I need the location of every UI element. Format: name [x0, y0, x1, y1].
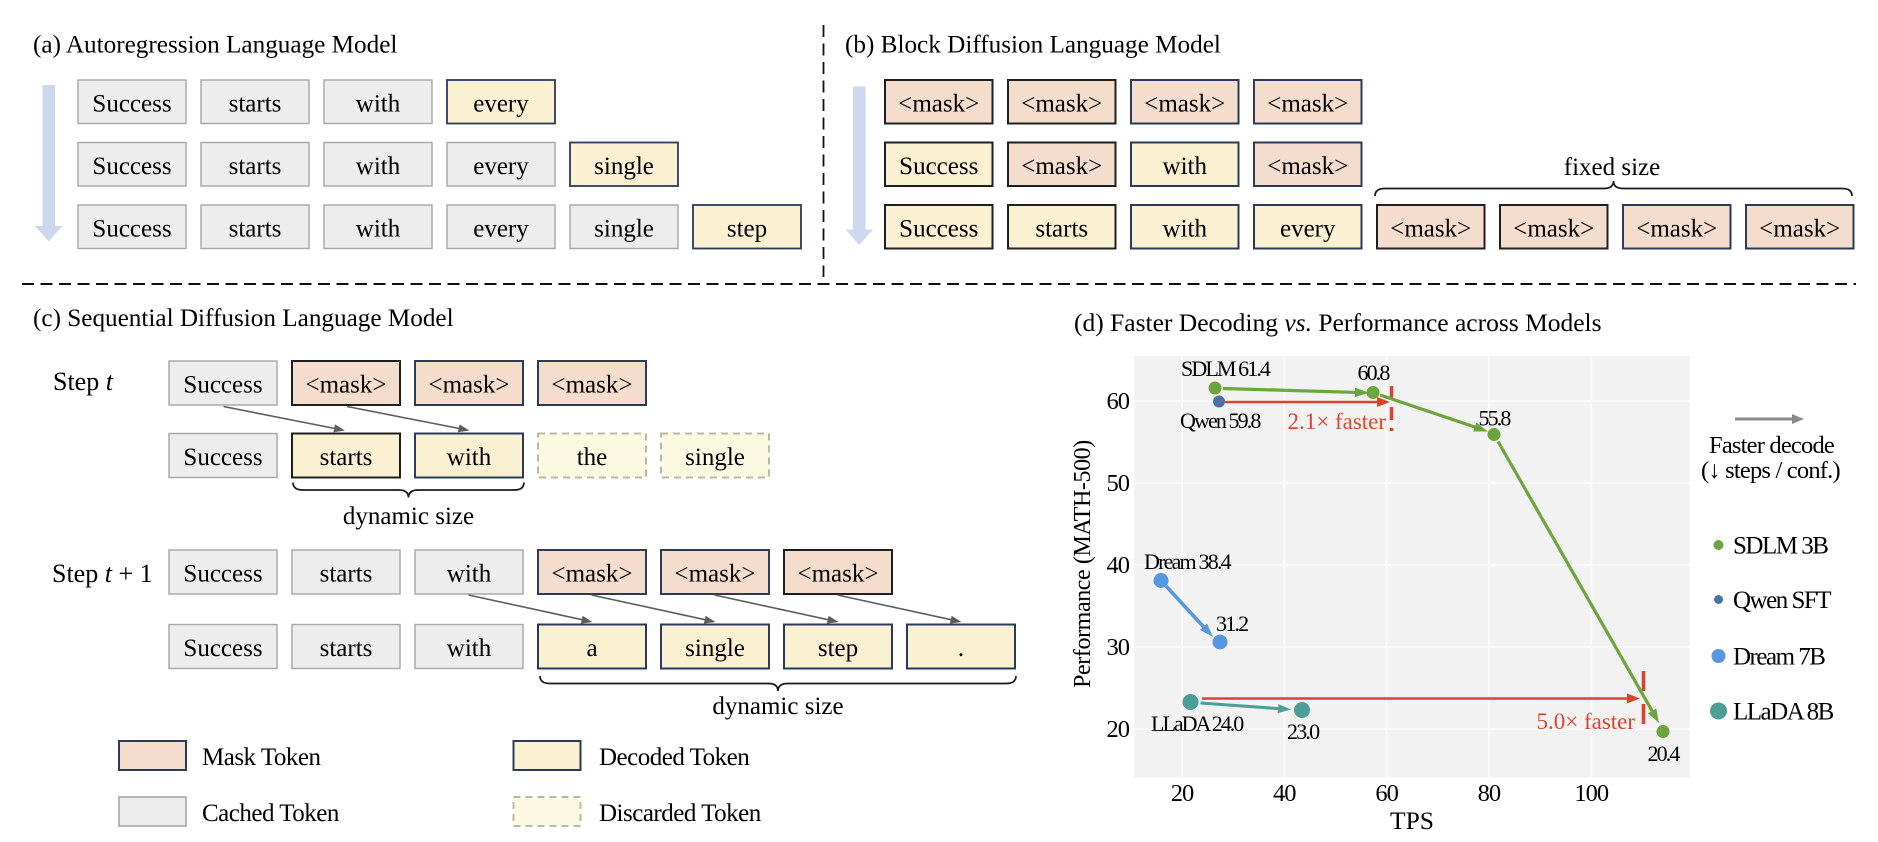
- svg-text:<mask>: <mask>: [898, 90, 979, 117]
- svg-text:<mask>: <mask>: [675, 561, 756, 588]
- svg-text:every: every: [1280, 215, 1336, 242]
- svg-text:starts: starts: [320, 635, 373, 662]
- svg-text:Step t + 1: Step t + 1: [52, 559, 153, 588]
- svg-text:starts: starts: [320, 444, 373, 471]
- svg-text:5.0× faster: 5.0× faster: [1537, 709, 1636, 734]
- svg-text:with: with: [1163, 153, 1208, 180]
- svg-text:Decoded Token: Decoded Token: [599, 744, 750, 771]
- svg-text:<mask>: <mask>: [1021, 153, 1102, 180]
- svg-text:Success: Success: [92, 215, 171, 242]
- svg-text:<mask>: <mask>: [306, 372, 387, 399]
- svg-text:Success: Success: [899, 153, 978, 180]
- svg-text:Dream 7B: Dream 7B: [1733, 644, 1825, 671]
- svg-text:Discarded Token: Discarded Token: [599, 800, 762, 827]
- svg-text:LLaDA 24.0: LLaDA 24.0: [1151, 711, 1244, 736]
- svg-text:SDLM 3B: SDLM 3B: [1733, 533, 1828, 560]
- svg-text:<mask>: <mask>: [1636, 215, 1717, 242]
- svg-text:Success: Success: [899, 215, 978, 242]
- svg-text:single: single: [594, 215, 654, 242]
- svg-text:single: single: [685, 635, 745, 662]
- svg-text:(a) Autoregression Language Mo: (a) Autoregression Language Model: [33, 32, 397, 59]
- svg-text:20.4: 20.4: [1648, 741, 1681, 766]
- svg-text:dynamic size: dynamic size: [343, 503, 474, 530]
- svg-text:23.0: 23.0: [1287, 719, 1320, 744]
- svg-text:(c) Sequential Diffusion Langu: (c) Sequential Diffusion Language Model: [33, 305, 454, 332]
- svg-text:Step t: Step t: [53, 367, 114, 396]
- svg-text:starts: starts: [229, 90, 282, 117]
- svg-text:60: 60: [1375, 780, 1398, 807]
- svg-text:step: step: [818, 635, 858, 662]
- svg-text:LLaDA 8B: LLaDA 8B: [1733, 699, 1834, 726]
- svg-text:dynamic size: dynamic size: [712, 693, 843, 720]
- svg-text:2.1× faster: 2.1× faster: [1288, 409, 1387, 434]
- svg-text:the: the: [577, 444, 608, 471]
- svg-text:step: step: [727, 215, 767, 242]
- svg-text:60: 60: [1107, 388, 1130, 415]
- svg-text:40: 40: [1273, 780, 1296, 807]
- svg-text:Success: Success: [92, 153, 171, 180]
- svg-text:with: with: [1163, 215, 1208, 242]
- svg-text:single: single: [594, 153, 654, 180]
- svg-text:starts: starts: [1035, 215, 1088, 242]
- svg-text:<mask>: <mask>: [798, 561, 879, 588]
- svg-text:100: 100: [1574, 780, 1609, 807]
- svg-text:with: with: [447, 635, 492, 662]
- svg-text:55.8: 55.8: [1479, 406, 1512, 431]
- svg-text:single: single: [685, 444, 745, 471]
- svg-text:starts: starts: [229, 153, 282, 180]
- svg-text:<mask>: <mask>: [552, 372, 633, 399]
- svg-text:<mask>: <mask>: [1759, 215, 1840, 242]
- svg-text:with: with: [356, 90, 401, 117]
- svg-text:50: 50: [1107, 470, 1130, 497]
- svg-text:with: with: [447, 561, 492, 588]
- svg-text:with: with: [356, 215, 401, 242]
- svg-text:every: every: [473, 153, 529, 180]
- svg-text:Mask Token: Mask Token: [202, 744, 321, 771]
- svg-text:<mask>: <mask>: [1021, 90, 1102, 117]
- svg-text:20: 20: [1107, 716, 1130, 743]
- svg-text:80: 80: [1478, 780, 1501, 807]
- svg-text:with: with: [356, 153, 401, 180]
- svg-text:<mask>: <mask>: [1390, 215, 1471, 242]
- svg-text:<mask>: <mask>: [429, 372, 510, 399]
- svg-text:Success: Success: [183, 372, 262, 399]
- svg-text:30: 30: [1107, 634, 1130, 661]
- svg-text:31.2: 31.2: [1216, 611, 1248, 636]
- svg-text:(b) Block Diffusion Language M: (b) Block Diffusion Language Model: [845, 32, 1221, 59]
- svg-text:Success: Success: [183, 635, 262, 662]
- svg-text:starts: starts: [229, 215, 282, 242]
- svg-text:40: 40: [1107, 552, 1130, 579]
- svg-text:.: .: [958, 635, 964, 662]
- svg-text:(d) Faster Decoding vs. Perfor: (d) Faster Decoding vs. Performance acro…: [1074, 308, 1602, 337]
- svg-text:Faster decode: Faster decode: [1709, 432, 1835, 459]
- svg-text:starts: starts: [320, 561, 373, 588]
- svg-text:Performance (MATH-500): Performance (MATH-500): [1070, 440, 1096, 688]
- svg-text:<mask>: <mask>: [1144, 90, 1225, 117]
- svg-text:<mask>: <mask>: [552, 561, 633, 588]
- svg-text:every: every: [473, 215, 529, 242]
- svg-text:Success: Success: [92, 90, 171, 117]
- svg-text:<mask>: <mask>: [1267, 90, 1348, 117]
- svg-text:Success: Success: [183, 561, 262, 588]
- svg-text:Success: Success: [183, 444, 262, 471]
- svg-text:(↓ steps / conf.): (↓ steps / conf.): [1701, 457, 1840, 484]
- svg-text:fixed size: fixed size: [1564, 154, 1660, 181]
- svg-text:a: a: [586, 635, 597, 662]
- svg-text:<mask>: <mask>: [1267, 153, 1348, 180]
- svg-text:SDLM 61.4: SDLM 61.4: [1181, 356, 1271, 381]
- svg-text:60.8: 60.8: [1358, 360, 1391, 385]
- svg-text:Dream 38.4: Dream 38.4: [1144, 549, 1232, 574]
- svg-text:<mask>: <mask>: [1513, 215, 1594, 242]
- svg-text:20: 20: [1171, 780, 1194, 807]
- svg-text:TPS: TPS: [1390, 806, 1434, 835]
- svg-text:with: with: [447, 444, 492, 471]
- svg-text:Qwen 59.8: Qwen 59.8: [1180, 408, 1261, 433]
- svg-text:every: every: [473, 90, 529, 117]
- svg-text:Cached Token: Cached Token: [202, 800, 340, 827]
- svg-text:Qwen SFT: Qwen SFT: [1733, 587, 1831, 614]
